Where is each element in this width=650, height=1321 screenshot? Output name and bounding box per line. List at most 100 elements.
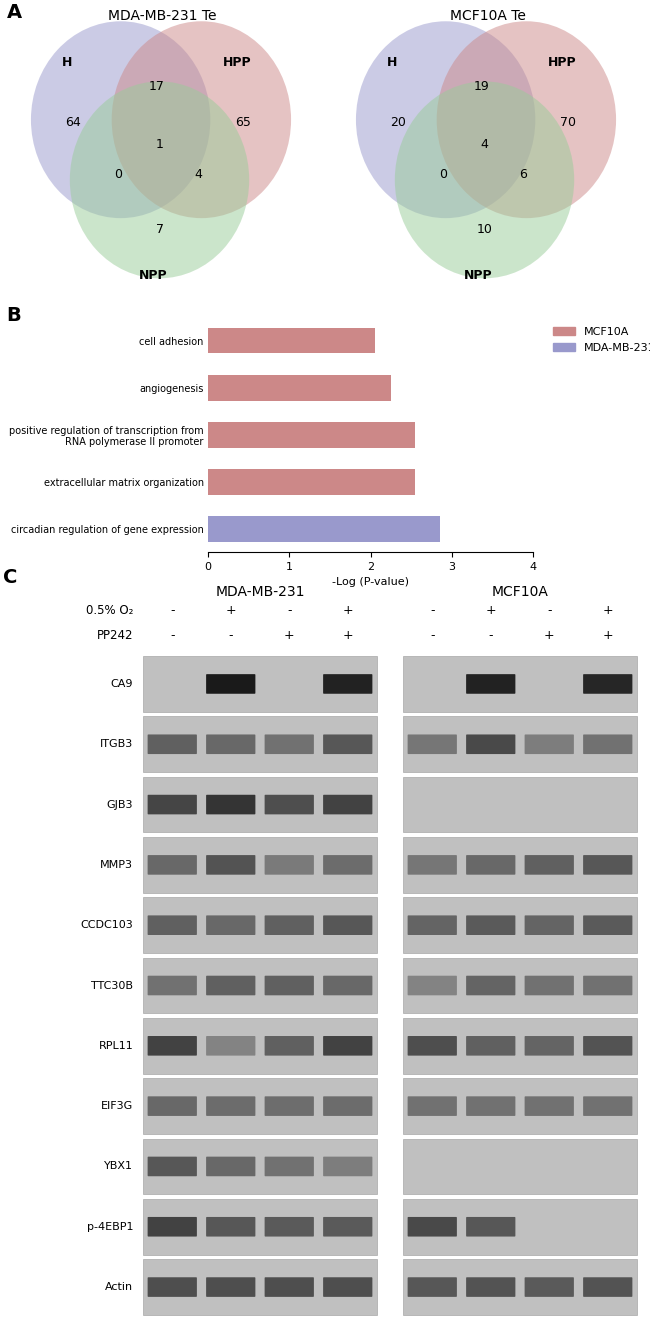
Bar xyxy=(403,1259,637,1314)
Bar xyxy=(403,1199,637,1255)
Text: HPP: HPP xyxy=(548,55,577,69)
Bar xyxy=(403,716,637,773)
Text: -: - xyxy=(170,604,174,617)
Text: 4: 4 xyxy=(480,137,488,151)
Bar xyxy=(403,657,637,712)
FancyBboxPatch shape xyxy=(265,1157,314,1176)
FancyBboxPatch shape xyxy=(265,915,314,935)
Text: -: - xyxy=(430,629,434,642)
Bar xyxy=(143,1259,377,1314)
FancyBboxPatch shape xyxy=(323,855,372,875)
Bar xyxy=(208,375,391,400)
Text: Actin: Actin xyxy=(105,1283,133,1292)
Text: +: + xyxy=(343,604,353,617)
Text: YBX1: YBX1 xyxy=(104,1161,133,1172)
FancyBboxPatch shape xyxy=(466,1096,515,1116)
FancyBboxPatch shape xyxy=(206,855,255,875)
Text: +: + xyxy=(603,604,613,617)
Text: 6: 6 xyxy=(519,168,527,181)
Text: -: - xyxy=(489,629,493,642)
Text: 70: 70 xyxy=(560,116,577,129)
FancyBboxPatch shape xyxy=(525,1096,574,1116)
Ellipse shape xyxy=(356,21,536,218)
Bar xyxy=(403,1139,637,1194)
Text: 1: 1 xyxy=(155,137,163,151)
FancyBboxPatch shape xyxy=(466,1036,515,1055)
FancyBboxPatch shape xyxy=(323,915,372,935)
FancyBboxPatch shape xyxy=(525,1277,574,1297)
FancyBboxPatch shape xyxy=(323,976,372,995)
Text: +: + xyxy=(226,604,236,617)
FancyBboxPatch shape xyxy=(408,855,457,875)
Bar xyxy=(403,1078,637,1133)
FancyBboxPatch shape xyxy=(206,734,255,754)
Text: -: - xyxy=(547,604,551,617)
X-axis label: -Log (P-value): -Log (P-value) xyxy=(332,577,409,588)
FancyBboxPatch shape xyxy=(148,1096,197,1116)
Text: EIF3G: EIF3G xyxy=(101,1102,133,1111)
Bar xyxy=(208,469,415,494)
FancyBboxPatch shape xyxy=(206,1277,255,1297)
Bar xyxy=(403,838,637,893)
Text: CCDC103: CCDC103 xyxy=(81,921,133,930)
Bar xyxy=(403,897,637,952)
Text: +: + xyxy=(544,629,554,642)
FancyBboxPatch shape xyxy=(148,734,197,754)
Text: +: + xyxy=(603,629,613,642)
Text: NPP: NPP xyxy=(139,269,168,283)
Bar xyxy=(143,1139,377,1194)
Bar xyxy=(143,716,377,773)
FancyBboxPatch shape xyxy=(466,1217,515,1236)
Bar xyxy=(208,421,415,448)
FancyBboxPatch shape xyxy=(466,734,515,754)
FancyBboxPatch shape xyxy=(323,795,372,814)
FancyBboxPatch shape xyxy=(583,734,632,754)
Text: H: H xyxy=(62,55,72,69)
FancyBboxPatch shape xyxy=(408,1277,457,1297)
FancyBboxPatch shape xyxy=(206,1157,255,1176)
FancyBboxPatch shape xyxy=(466,855,515,875)
FancyBboxPatch shape xyxy=(525,976,574,995)
Text: -: - xyxy=(229,629,233,642)
FancyBboxPatch shape xyxy=(148,855,197,875)
FancyBboxPatch shape xyxy=(148,1217,197,1236)
FancyBboxPatch shape xyxy=(265,976,314,995)
FancyBboxPatch shape xyxy=(206,1036,255,1055)
Text: PP242: PP242 xyxy=(97,629,133,642)
FancyBboxPatch shape xyxy=(148,915,197,935)
FancyBboxPatch shape xyxy=(323,734,372,754)
FancyBboxPatch shape xyxy=(466,674,515,694)
FancyBboxPatch shape xyxy=(206,915,255,935)
Ellipse shape xyxy=(112,21,291,218)
FancyBboxPatch shape xyxy=(408,915,457,935)
FancyBboxPatch shape xyxy=(466,1277,515,1297)
Text: NPP: NPP xyxy=(464,269,493,283)
Text: B: B xyxy=(6,306,21,325)
FancyBboxPatch shape xyxy=(265,1036,314,1055)
Bar xyxy=(143,1078,377,1133)
Text: 17: 17 xyxy=(149,81,164,94)
Text: 20: 20 xyxy=(390,116,406,129)
FancyBboxPatch shape xyxy=(408,976,457,995)
FancyBboxPatch shape xyxy=(265,855,314,875)
Bar xyxy=(208,328,374,354)
FancyBboxPatch shape xyxy=(583,976,632,995)
FancyBboxPatch shape xyxy=(323,674,372,694)
FancyBboxPatch shape xyxy=(583,1096,632,1116)
Text: 64: 64 xyxy=(65,116,81,129)
Text: -: - xyxy=(430,604,434,617)
Text: MMP3: MMP3 xyxy=(100,860,133,871)
Bar xyxy=(143,838,377,893)
Bar xyxy=(403,1018,637,1074)
FancyBboxPatch shape xyxy=(148,1036,197,1055)
Bar xyxy=(143,657,377,712)
FancyBboxPatch shape xyxy=(408,1096,457,1116)
FancyBboxPatch shape xyxy=(323,1096,372,1116)
FancyBboxPatch shape xyxy=(583,915,632,935)
Ellipse shape xyxy=(437,21,616,218)
FancyBboxPatch shape xyxy=(323,1157,372,1176)
Ellipse shape xyxy=(70,82,249,279)
Bar xyxy=(403,777,637,832)
FancyBboxPatch shape xyxy=(408,734,457,754)
FancyBboxPatch shape xyxy=(265,795,314,814)
